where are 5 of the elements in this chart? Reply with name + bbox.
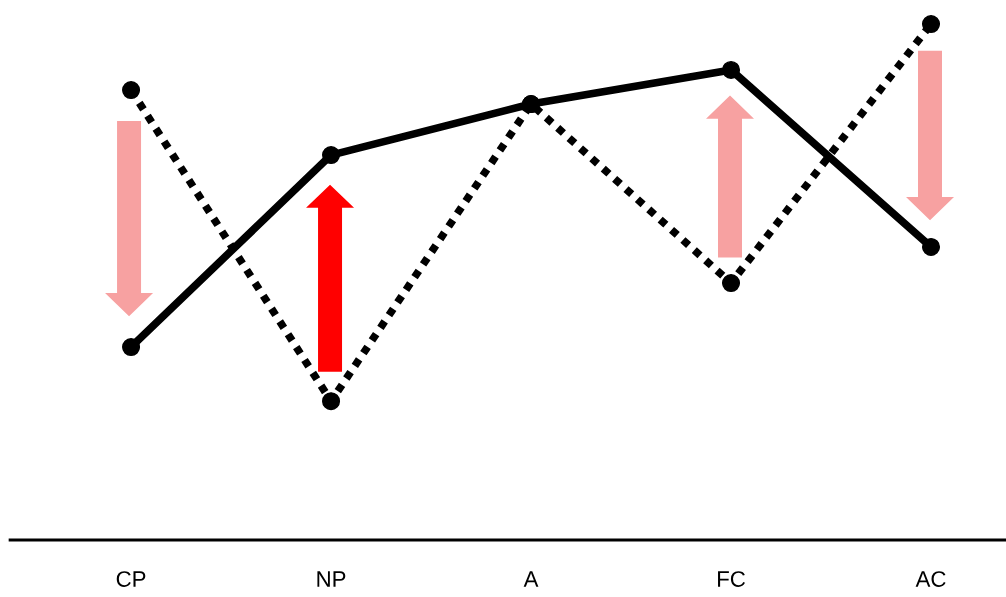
x-tick-label: NP bbox=[317, 571, 346, 587]
x-tick-label: AC bbox=[915, 571, 946, 587]
x-tick-label: FC bbox=[718, 571, 745, 587]
x-tick-label: CP bbox=[116, 571, 146, 587]
x-tick-label: A bbox=[523, 571, 539, 587]
